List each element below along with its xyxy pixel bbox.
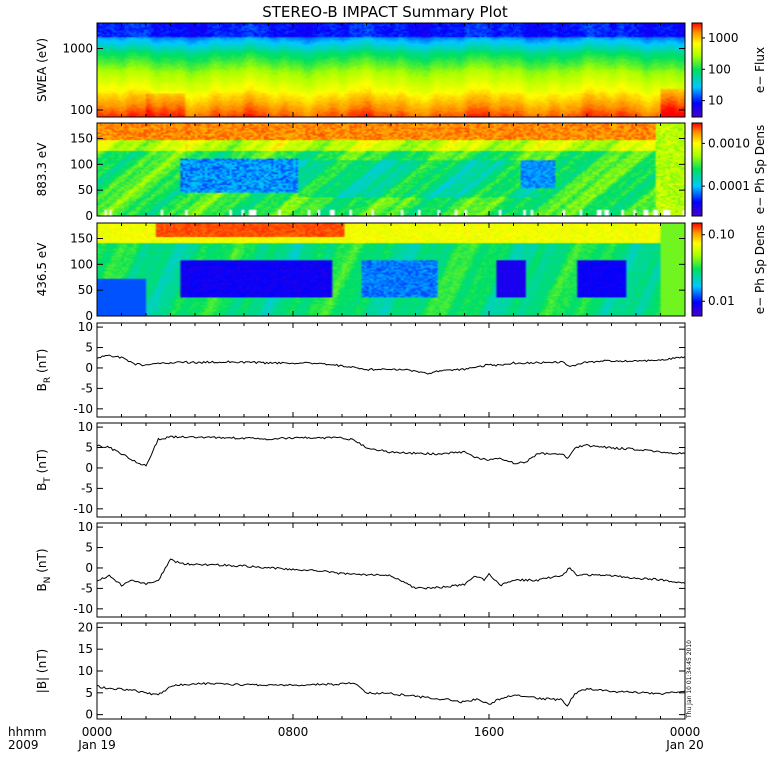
y-tick-label: 50 <box>78 283 93 297</box>
y-axis-label: BR (nT) <box>35 349 53 392</box>
y-label-unit: (nT) <box>35 449 49 477</box>
heatmap-image <box>97 23 685 117</box>
series-line <box>96 558 686 590</box>
panel-frame <box>96 622 686 720</box>
colorbar-tick-label: 0.10 <box>708 228 735 242</box>
y-tick-label: -5 <box>81 481 93 495</box>
y-label-unit: (nT) <box>35 349 49 377</box>
series-line <box>96 354 686 375</box>
colorbar-tick-label: 1000 <box>708 31 739 45</box>
x-tick-date: Jan 19 <box>77 738 116 752</box>
y-tick-label: 10 <box>78 520 93 534</box>
y-tick-label: 0 <box>85 361 93 375</box>
y-axis-label: 436.5 eV <box>35 242 49 297</box>
plot-title: STEREO-B IMPACT Summary Plot <box>262 3 508 21</box>
y-tick-label: 100 <box>70 257 93 271</box>
series-line <box>96 435 686 467</box>
colorbar-tick-label: 0.01 <box>708 294 735 308</box>
y-tick-label: 5 <box>85 341 93 355</box>
y-tick-label: -10 <box>73 402 93 416</box>
y-tick-label: -10 <box>73 602 93 616</box>
y-tick-label: 0 <box>85 708 93 722</box>
y-axis-label: BN (nT) <box>35 548 53 591</box>
colorbar-label: e− Ph Sp Dens <box>753 125 767 214</box>
x-tick-label: 0000 <box>670 725 701 739</box>
series-line <box>96 682 686 707</box>
y-tick-label: 150 <box>70 232 93 246</box>
y-tick-label: 5 <box>85 541 93 555</box>
colorbar-tick-label: 10 <box>708 94 723 108</box>
pad-436-panel: 150 100 50 0 436.5 eV 0.10 0.01 e− Ph Sp Dens <box>35 222 767 323</box>
y-tick-label: 10 <box>78 420 93 434</box>
y-tick-label: 100 <box>70 103 93 117</box>
y-label-unit: (nT) <box>35 548 49 576</box>
y-label-main: |B| <box>35 677 49 693</box>
y-tick-label: 0 <box>85 461 93 475</box>
y-axis-label: BT (nT) <box>35 449 53 491</box>
colorbar-tick-label: 0.0001 <box>708 179 750 193</box>
y-tick-label: 10 <box>78 320 93 334</box>
colorbar-label: e− Flux <box>753 47 767 93</box>
y-axis-label: |B| (nT) <box>35 649 49 693</box>
y-tick-label: 150 <box>70 132 93 146</box>
y-tick-label: -5 <box>81 581 93 595</box>
panel-frame <box>96 522 686 618</box>
swea-flux-panel: 1000 100 SWEA (eV) 1000 100 10 e− Flux <box>35 22 767 118</box>
y-label-main: B <box>35 583 49 591</box>
y-tick-label: 0 <box>85 309 93 323</box>
y-label-subscript: N <box>43 577 53 584</box>
x-tick-label: 1600 <box>474 725 505 739</box>
y-tick-label: 0 <box>85 209 93 223</box>
y-tick-label: 0 <box>85 561 93 575</box>
timestamp-stamp: Thu Jan 10 01:34:45 2010 <box>686 640 693 719</box>
pad-883-panel: 150 100 50 0 883.3 eV 0.0010 0.0001 e− Ph Sp De… <box>35 122 767 223</box>
colorbar <box>691 22 703 118</box>
y-tick-label: -10 <box>73 502 93 516</box>
colorbar-tick-label: 0.0010 <box>708 136 750 150</box>
bn-panel: 10 5 0 -5 -10 BN (nT) <box>35 520 686 618</box>
y-tick-label: 1000 <box>62 42 93 56</box>
x-row1-label: hhmm <box>8 725 47 739</box>
y-tick-label: 20 <box>78 620 93 634</box>
bt-panel: 10 5 0 -5 -10 BT (nT) <box>35 420 686 518</box>
y-axis-label: SWEA (eV) <box>35 38 49 102</box>
x-tick-label: 0000 <box>82 725 113 739</box>
colorbar <box>691 122 703 217</box>
x-row2-label: 2009 <box>8 738 39 752</box>
heatmap-image <box>97 123 685 216</box>
y-axis-label: 883.3 eV <box>35 142 49 197</box>
y-tick-label: -5 <box>81 381 93 395</box>
x-tick-date: Jan 20 <box>665 738 704 752</box>
br-panel: 10 5 0 -5 -10 BR (nT) <box>35 320 686 418</box>
y-tick-label: 100 <box>70 157 93 171</box>
colorbar <box>691 222 703 317</box>
y-label-subscript: T <box>43 477 53 484</box>
y-tick-label: 5 <box>85 686 93 700</box>
y-label-subscript: R <box>43 377 53 383</box>
colorbar-label: e− Ph Sp Dens <box>753 225 767 314</box>
colorbar-tick-label: 100 <box>708 62 731 76</box>
y-tick-label: 10 <box>78 664 93 678</box>
y-tick-label: 50 <box>78 183 93 197</box>
heatmap-image <box>97 223 685 316</box>
bmag-panel: 20 15 10 5 0 |B| (nT) <box>35 620 686 722</box>
y-label-main: B <box>35 483 49 491</box>
y-tick-label: 5 <box>85 441 93 455</box>
x-tick-label: 0800 <box>278 725 309 739</box>
y-label-main: B <box>35 383 49 391</box>
y-tick-label: 15 <box>78 642 93 656</box>
y-label-unit: (nT) <box>35 649 49 677</box>
